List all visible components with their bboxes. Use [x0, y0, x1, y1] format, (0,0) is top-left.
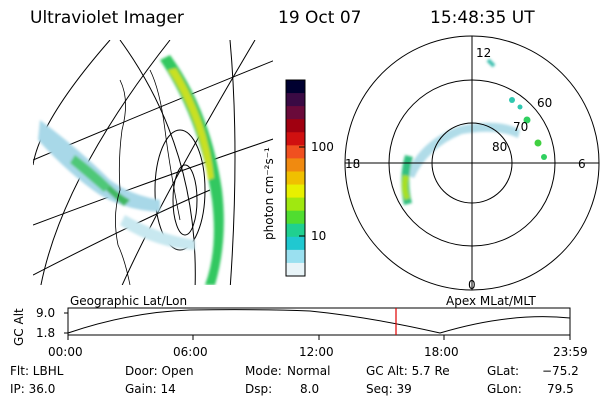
colorbar-segment	[286, 145, 305, 159]
timeline-x-tick-2359: 23:59	[553, 345, 588, 359]
glat-value: −75.2	[542, 364, 579, 378]
colorbar-segment	[286, 197, 305, 212]
glat-label: GLat:	[487, 364, 520, 378]
timeline-y-axis-label: GC Alt	[12, 308, 26, 346]
polar-ring-70: 70	[513, 120, 529, 134]
colorbar-segment	[286, 262, 305, 277]
polar-ring-60: 60	[537, 96, 553, 110]
timeline-x-tick-1200: 12:00	[299, 345, 334, 359]
dsp-label: Dsp:	[245, 382, 273, 396]
colorbar-tick-100: 100	[311, 140, 334, 154]
timeline-y-tick-1-8: 1.8	[36, 326, 56, 340]
colorbar-segment	[286, 80, 305, 94]
timeline-x-tick-0000: 00:00	[48, 345, 83, 359]
colorbar-segment	[286, 106, 305, 120]
colorbar-segment	[286, 249, 305, 264]
timeline-y-tick-9: 9.0	[36, 306, 56, 320]
timeline-x-tick-0600: 06:00	[173, 345, 208, 359]
seq-status: Seq: 39	[366, 382, 412, 396]
timeline-chart	[64, 307, 571, 340]
time-label: 15:48:35 UT	[430, 8, 535, 28]
glon-label: GLon:	[487, 382, 522, 396]
colorbar-segment	[286, 223, 305, 238]
timeline-right-label: Apex MLat/MLT	[446, 294, 536, 308]
glon-value: 79.5	[547, 382, 574, 396]
colorbar-segment	[286, 184, 305, 199]
colorbar-segment	[286, 132, 305, 146]
mode-value: Normal	[287, 364, 331, 378]
mode-label: Mode:	[245, 364, 282, 378]
polar-plot	[344, 35, 600, 291]
polar-ring-80: 80	[492, 140, 508, 154]
polar-label-0: 0	[468, 278, 476, 292]
door-status: Door: Open	[125, 364, 194, 378]
colorbar	[286, 80, 305, 277]
colorbar-segment	[286, 236, 305, 251]
colorbar-segment	[286, 119, 305, 133]
colorbar-segment	[286, 158, 305, 173]
date-label: 19 Oct 07	[278, 8, 362, 28]
colorbar-tick-10: 10	[311, 229, 327, 243]
filter-status: Flt: LBHL	[10, 364, 64, 378]
polar-label-18: 18	[345, 157, 361, 171]
dsp-value: 8.0	[300, 382, 320, 396]
colorbar-segment	[286, 171, 305, 186]
colorbar-segment	[286, 210, 305, 225]
gc-alt-status: GC Alt: 5.7 Re	[366, 364, 450, 378]
polar-label-6: 6	[578, 157, 586, 171]
timeline-left-label: Geographic Lat/Lon	[70, 294, 188, 308]
app-title: Ultraviolet Imager	[30, 8, 184, 28]
timeline-x-tick-1800: 18:00	[424, 345, 459, 359]
colorbar-segment	[286, 93, 305, 107]
colorbar-unit-label: photon cm⁻²s⁻¹	[262, 147, 276, 240]
geographic-image	[33, 40, 273, 285]
ip-status: IP: 36.0	[10, 382, 56, 396]
gain-status: Gain: 14	[125, 382, 176, 396]
polar-label-12: 12	[476, 46, 492, 60]
